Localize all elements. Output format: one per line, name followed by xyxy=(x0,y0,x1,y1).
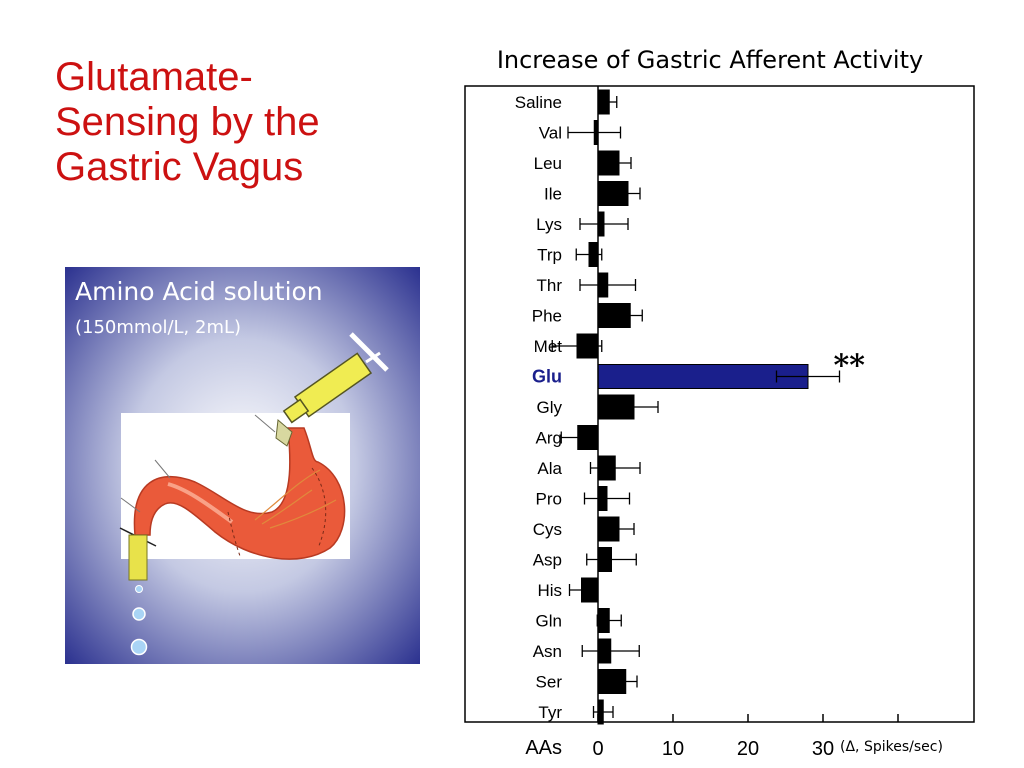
panel-title: Amino Acid solution xyxy=(75,277,323,306)
error-bar-met xyxy=(551,340,603,352)
error-bar-phe xyxy=(617,309,643,322)
error-bar-thr xyxy=(579,279,637,291)
x-tick-label: 30 xyxy=(812,738,834,760)
category-label-trp: Trp xyxy=(537,246,562,265)
x-tick-label: 10 xyxy=(662,738,684,760)
y-axis-label: AAs xyxy=(525,737,562,759)
error-bar-his xyxy=(568,584,595,596)
stomach-icon xyxy=(119,414,346,560)
error-bar-asn xyxy=(581,645,640,657)
x-ticks: 0 10 20 30 xyxy=(592,86,899,760)
x-tick-label: 20 xyxy=(737,738,759,760)
error-bar-lys xyxy=(579,218,629,230)
error-bar-glu xyxy=(775,370,841,383)
category-label-ala: Ala xyxy=(537,459,562,478)
category-label-thr: Thr xyxy=(537,276,563,295)
error-bar-val xyxy=(567,126,622,139)
category-label-asp: Asp xyxy=(533,551,562,570)
error-bar-ile xyxy=(615,187,641,200)
error-bar-ser xyxy=(613,675,638,688)
error-bar-leu xyxy=(606,157,632,169)
plot-frame xyxy=(464,85,975,723)
category-label-lys: Lys xyxy=(536,215,562,234)
panel-subtitle: (150mmol/L, 2mL) xyxy=(75,317,242,338)
category-label-met: Met xyxy=(534,337,563,356)
bars xyxy=(551,89,841,725)
category-label-glu: Glu xyxy=(532,367,562,387)
error-bar-cys xyxy=(603,523,635,535)
category-label-asn: Asn xyxy=(533,642,562,661)
error-bar-asp xyxy=(586,553,637,566)
error-bar-arg xyxy=(560,431,595,444)
category-label-phe: Phe xyxy=(532,307,562,326)
droplet-icons xyxy=(130,585,148,656)
error-bar-tyr xyxy=(592,706,614,718)
syringe-icon xyxy=(275,332,389,447)
category-label-leu: Leu xyxy=(534,154,562,173)
bar-glu xyxy=(597,364,809,389)
x-tick-label: 0 xyxy=(592,738,603,760)
category-label-ser: Ser xyxy=(536,673,563,692)
chart-title: Increase of Gastric Afferent Activity xyxy=(497,46,923,74)
category-label-arg: Arg xyxy=(536,429,562,448)
category-label-gly: Gly xyxy=(537,398,563,417)
category-label-pro: Pro xyxy=(536,490,562,509)
slide-title: Glutamate-Sensing by the Gastric Vagus xyxy=(55,55,320,190)
category-label-gln: Gln xyxy=(536,612,562,631)
category-label-ile: Ile xyxy=(544,185,562,204)
category-label-saline: Saline xyxy=(515,93,562,112)
category-labels: Saline Val Leu Ile Lys Trp Thr Phe Met Glu Gly Arg A… xyxy=(515,93,563,722)
category-label-tyr: Tyr xyxy=(538,703,562,722)
error-bar-saline xyxy=(601,96,618,108)
x-axis-label: (Δ, Spikes/sec) xyxy=(840,739,943,755)
tube-icon xyxy=(128,534,148,581)
error-bar-pro xyxy=(583,492,631,505)
error-bar-gly xyxy=(609,401,659,413)
category-label-his: His xyxy=(537,581,562,600)
category-label-val: Val xyxy=(539,124,562,143)
category-label-cys: Cys xyxy=(533,520,562,539)
significance-marker: ** xyxy=(834,349,866,384)
